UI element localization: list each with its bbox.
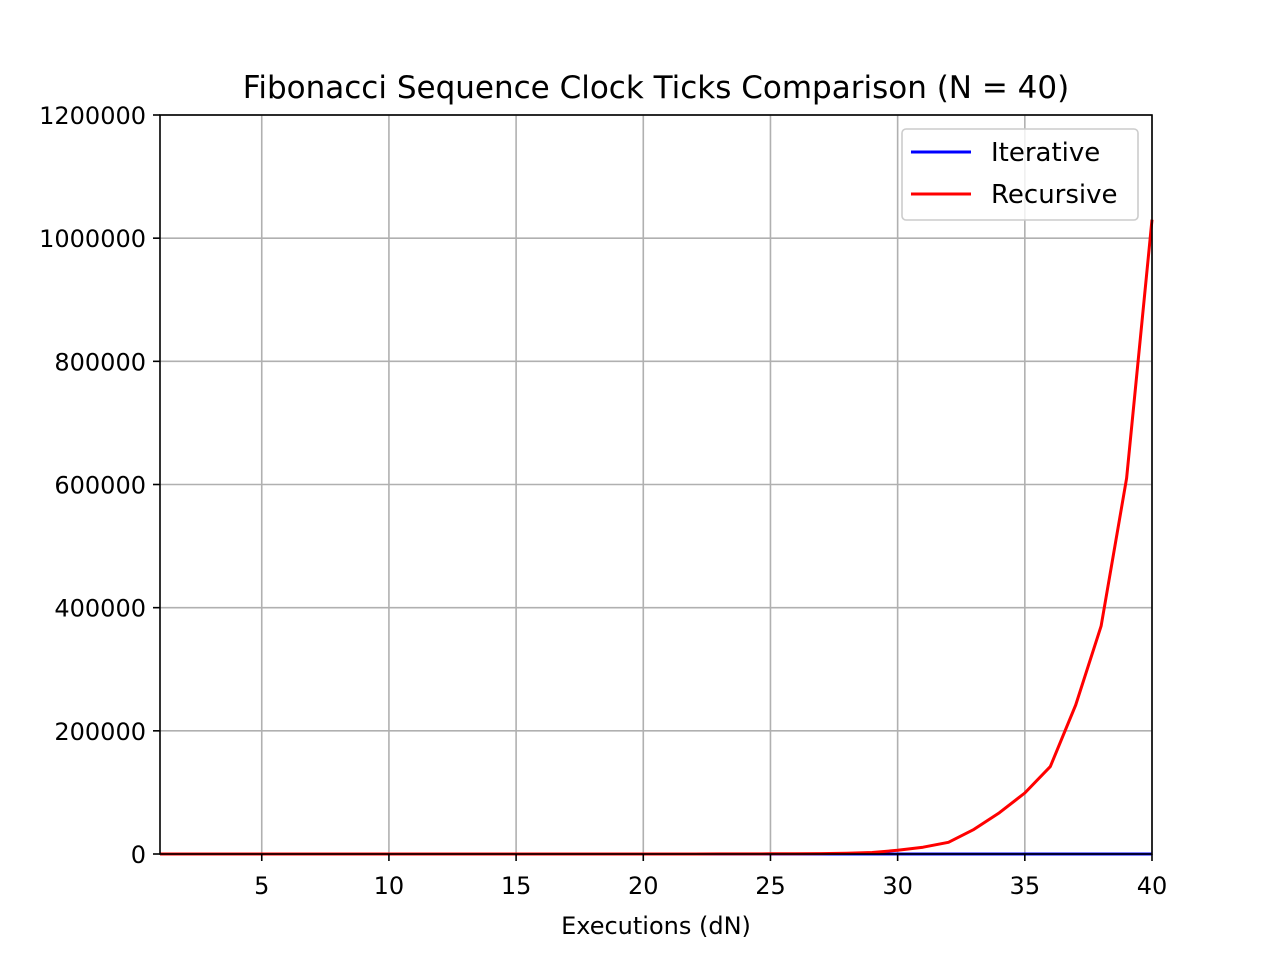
- x-axis-label: Executions (dN): [561, 912, 751, 940]
- y-tick-label: 1200000: [39, 102, 146, 130]
- y-tick-label: 0: [131, 841, 146, 869]
- chart-title: Fibonacci Sequence Clock Ticks Compariso…: [243, 70, 1069, 106]
- x-tick-label: 25: [755, 872, 786, 900]
- legend: Iterative Recursive: [901, 128, 1139, 221]
- x-axis-ticks: 5 10 15 20 25 30 35 40: [254, 854, 1167, 900]
- y-tick-label: 800000: [54, 348, 146, 376]
- y-tick-label: 200000: [54, 718, 146, 746]
- x-tick-label: 5: [254, 872, 269, 900]
- legend-label-recursive: Recursive: [991, 180, 1118, 210]
- x-tick-label: 30: [882, 872, 913, 900]
- x-tick-label: 20: [628, 872, 659, 900]
- x-tick-label: 40: [1137, 872, 1168, 900]
- x-tick-label: 10: [374, 872, 405, 900]
- y-axis-ticks: 0 200000 400000 600000 800000 1000000 1200000: [39, 102, 160, 869]
- y-tick-label: 400000: [54, 595, 146, 623]
- legend-label-iterative: Iterative: [991, 138, 1100, 168]
- y-tick-label: 600000: [54, 472, 146, 500]
- x-tick-label: 15: [501, 872, 532, 900]
- y-tick-label: 1000000: [39, 225, 146, 253]
- x-tick-label: 35: [1010, 872, 1041, 900]
